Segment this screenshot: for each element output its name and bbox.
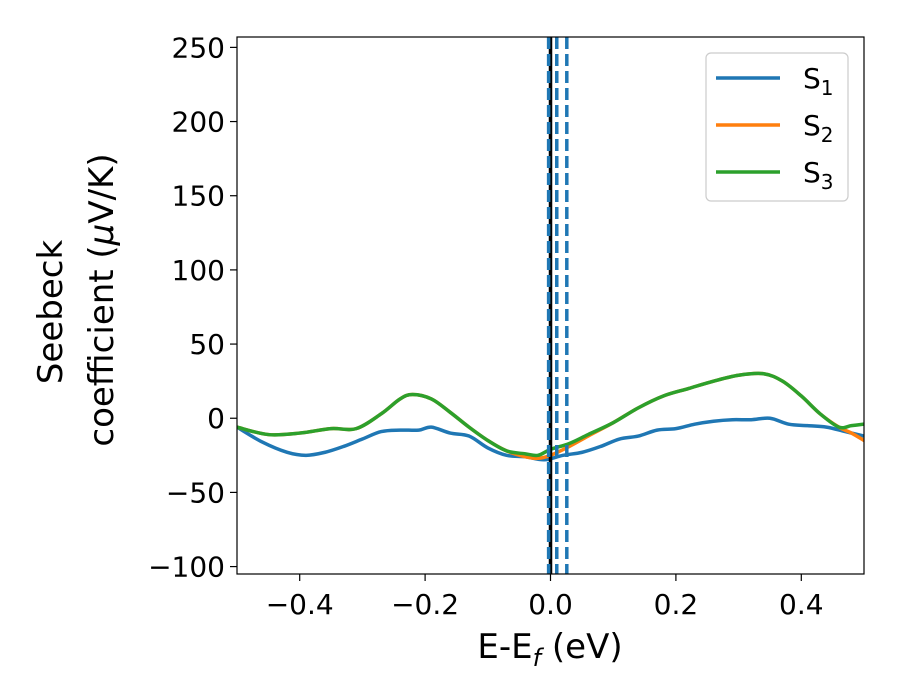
x-tick-label: 0.0 [528, 588, 573, 621]
x-tick-label: −0.4 [266, 588, 334, 621]
y-tick-label: 100 [172, 254, 225, 287]
legend-box [705, 52, 849, 202]
y-tick-label: 250 [172, 31, 225, 64]
legend-label-s3: S3 [803, 156, 834, 194]
y-tick-label: 0 [207, 402, 225, 435]
legend: S1 S2 S3 [705, 52, 849, 202]
y-tick-label: 50 [189, 328, 225, 361]
y-tick-label: −100 [148, 551, 225, 584]
vertical-lines [546, 37, 569, 574]
y-tick-label: 150 [172, 180, 225, 213]
plot-area [237, 37, 864, 574]
legend-label-s1: S1 [803, 62, 834, 100]
y-axis-label-line1: Seebeck [31, 240, 71, 385]
legend-label-s2: S2 [803, 109, 834, 147]
x-ticks: −0.4 −0.2 0.0 0.2 0.4 [266, 574, 824, 621]
x-tick-label: −0.2 [391, 588, 459, 621]
x-tick-label: 0.4 [779, 588, 824, 621]
x-tick-label: 0.2 [654, 588, 699, 621]
legend-entries: S1 S2 S3 [716, 62, 834, 194]
x-axis-label: E-Ef (eV) [477, 627, 622, 672]
y-axis-label-line2: coefficient (μV/K) [82, 153, 122, 446]
y-tick-label: 200 [172, 106, 225, 139]
y-ticks: −100 −50 0 50 100 150 200 250 [148, 31, 237, 584]
series-line-s1 [237, 416, 864, 462]
y-tick-label: −50 [166, 476, 225, 509]
